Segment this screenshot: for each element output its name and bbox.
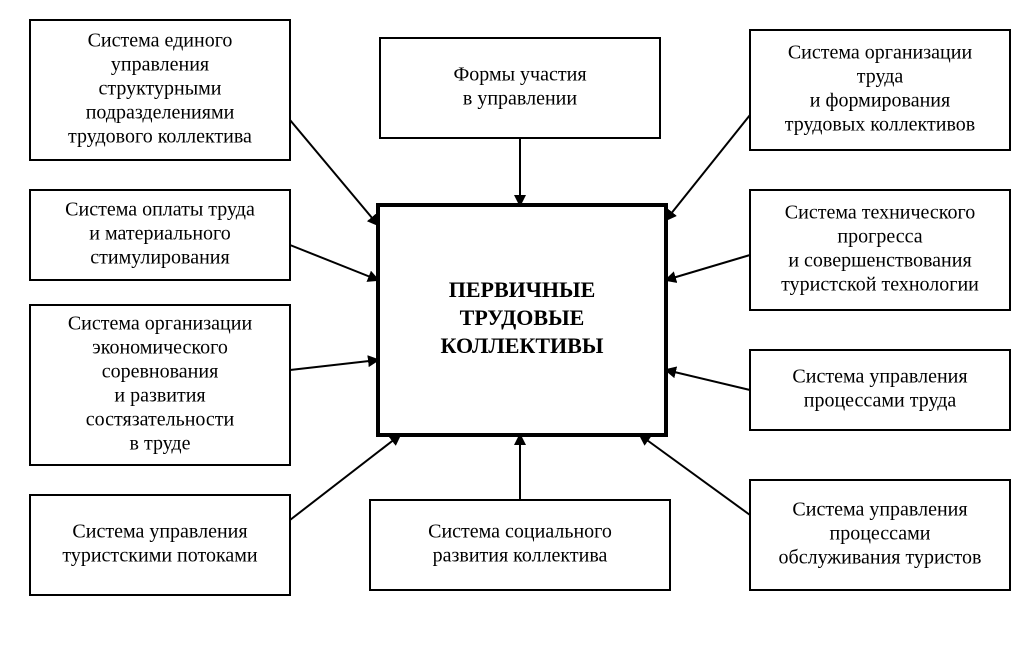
node-left-1-line-1: управления [111,54,209,76]
node-bottom-center: Система социальногоразвития коллектива [370,500,670,590]
node-right-1: Система организациитрудаи формированиятр… [750,30,1010,150]
node-right-1-line-0: Система организации [788,42,973,64]
center-node-line-1: ТРУДОВЫЕ [460,305,585,330]
node-right-2-line-3: туристской технологии [781,274,979,296]
edge-node-right-3 [666,370,750,390]
node-top-center-line-1: в управлении [463,88,577,110]
edge-node-left-2 [290,245,378,280]
node-left-2-line-2: стимулирования [90,247,229,269]
node-right-4-line-1: процессами [829,523,930,545]
node-top-center-line-0: Формы участия [453,64,586,86]
edge-node-right-1 [666,115,750,220]
node-right-4: Система управленияпроцессамиобслуживания… [750,480,1010,590]
edge-node-left-3 [290,360,378,370]
diagram-canvas: Формы участияв управлении Система единого… [0,0,1036,645]
node-right-1-line-2: и формирования [810,90,950,112]
node-top-center: Формы участияв управлении [380,38,660,138]
node-left-1-line-0: Система единого [88,30,233,52]
node-left-1-line-2: структурными [98,78,221,100]
center-node-line-2: КОЛЛЕКТИВЫ [441,333,604,358]
node-left-3-line-2: соревнования [102,361,219,383]
node-left-3-line-3: и развития [114,385,205,407]
node-right-2: Система техническогопрогрессаи совершенс… [750,190,1010,310]
node-left-3-line-0: Система организации [68,313,253,335]
node-left-4-line-0: Система управления [72,521,247,543]
node-left-3-line-5: в труде [130,433,191,455]
node-left-4: Система управлениятуристскими потоками [30,495,290,595]
node-bottom-center-line-0: Система социального [428,521,612,543]
node-right-3-line-1: процессами труда [804,390,957,412]
edge-node-left-1 [290,120,378,225]
node-left-3-line-1: экономического [92,337,228,359]
node-right-2-line-2: и совершенствования [788,250,971,272]
center-node: ПЕРВИЧНЫЕ ТРУДОВЫЕ КОЛЛЕКТИВЫ [378,205,666,435]
node-bottom-center-line-1: развития коллектива [433,545,608,567]
node-right-2-line-0: Система технического [785,202,975,224]
node-left-1: Система единогоуправленияструктурнымипод… [30,20,290,160]
node-right-1-line-3: трудовых коллективов [785,114,975,136]
center-node-line-0: ПЕРВИЧНЫЕ [449,277,596,302]
node-left-3: Система организацииэкономическогосоревно… [30,305,290,465]
node-right-4-line-2: обслуживания туристов [779,547,982,569]
node-right-2-line-1: прогресса [837,226,922,248]
node-left-2-line-1: и материального [89,223,230,245]
node-right-4-line-0: Система управления [792,499,967,521]
node-right-3: Система управленияпроцессами труда [750,350,1010,430]
node-left-3-line-4: состязательности [86,409,235,431]
node-left-2-line-0: Система оплаты труда [65,199,255,221]
node-right-3-line-0: Система управления [792,366,967,388]
edge-node-right-2 [666,255,750,280]
node-left-1-line-4: трудового коллектива [68,126,252,148]
node-left-1-line-3: подразделениями [86,102,235,124]
node-left-2: Система оплаты трудаи материальногостиму… [30,190,290,280]
node-left-4-line-1: туристскими потоками [62,545,258,567]
node-right-1-line-1: труда [857,66,904,88]
